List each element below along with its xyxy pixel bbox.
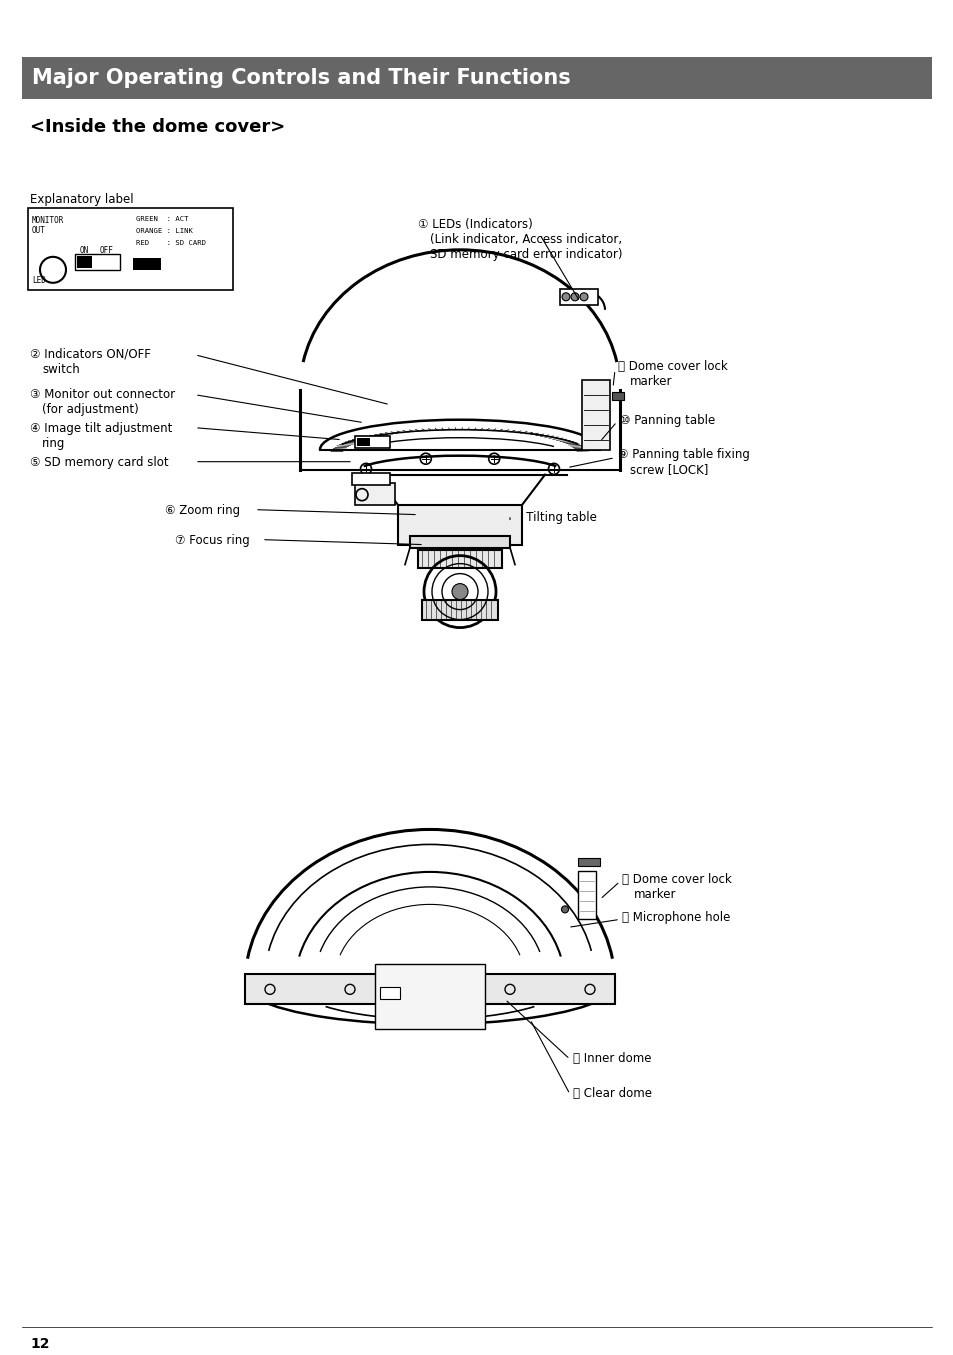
Text: ② Indicators ON/OFF: ② Indicators ON/OFF — [30, 348, 151, 360]
Bar — [375, 965, 484, 1030]
Text: ⑪ Dome cover lock: ⑪ Dome cover lock — [621, 874, 731, 886]
Text: ORANGE : LINK: ORANGE : LINK — [136, 228, 193, 234]
Text: Major Operating Controls and Their Functions: Major Operating Controls and Their Funct… — [32, 68, 570, 88]
Bar — [417, 550, 501, 568]
Text: SD memory card error indicator): SD memory card error indicator) — [430, 248, 622, 260]
Text: LED: LED — [32, 276, 46, 285]
Text: OUT: OUT — [32, 226, 46, 234]
Text: (Link indicator, Access indicator,: (Link indicator, Access indicator, — [430, 233, 621, 245]
Bar — [355, 436, 390, 447]
Text: ① LEDs (Indicators): ① LEDs (Indicators) — [417, 218, 532, 230]
Text: marker: marker — [634, 889, 676, 901]
Text: GREEN  : ACT: GREEN : ACT — [136, 215, 189, 222]
Text: ③ Monitor out connector: ③ Monitor out connector — [30, 388, 175, 401]
Text: ring: ring — [42, 436, 66, 450]
Text: ⑭ Clear dome: ⑭ Clear dome — [573, 1087, 651, 1100]
Text: ⑨ Panning table fixing: ⑨ Panning table fixing — [618, 447, 749, 461]
Text: ④ Image tilt adjustment: ④ Image tilt adjustment — [30, 421, 172, 435]
Bar — [397, 504, 521, 545]
Text: (for adjustment): (for adjustment) — [42, 402, 138, 416]
Bar — [578, 859, 599, 866]
Text: RED    : SD CARD: RED : SD CARD — [136, 240, 206, 245]
Bar — [612, 392, 623, 400]
Bar — [578, 871, 596, 920]
Bar — [356, 438, 370, 446]
Text: ⑫ Microphone hole: ⑫ Microphone hole — [621, 912, 730, 924]
Bar — [581, 379, 609, 450]
Text: marker: marker — [629, 375, 672, 388]
Bar — [352, 473, 390, 485]
Circle shape — [452, 584, 468, 600]
Text: ⑤ SD memory card slot: ⑤ SD memory card slot — [30, 455, 169, 469]
Text: ⑬ Inner dome: ⑬ Inner dome — [573, 1053, 651, 1065]
Circle shape — [561, 906, 568, 913]
Bar — [22, 57, 931, 99]
Text: screw [LOCK]: screw [LOCK] — [629, 462, 708, 476]
Bar — [77, 256, 91, 268]
Text: ⑧ Tilting table: ⑧ Tilting table — [512, 511, 597, 523]
Text: ⑥ Zoom ring: ⑥ Zoom ring — [165, 504, 240, 516]
Bar — [245, 974, 615, 1004]
Circle shape — [571, 293, 578, 301]
Text: switch: switch — [42, 363, 80, 375]
Bar — [421, 600, 497, 619]
Circle shape — [561, 293, 569, 301]
Text: OFF: OFF — [100, 245, 113, 255]
Text: N: N — [452, 558, 456, 564]
Text: ⑩ Panning table: ⑩ Panning table — [619, 413, 715, 427]
Text: Explanatory label: Explanatory label — [30, 192, 133, 206]
Bar — [379, 988, 399, 1000]
Bar — [28, 207, 233, 290]
Text: 12: 12 — [30, 1337, 50, 1351]
Bar — [355, 482, 395, 504]
Text: ⑪ Dome cover lock: ⑪ Dome cover lock — [618, 360, 727, 373]
Bar — [410, 535, 510, 547]
Text: MONITOR: MONITOR — [32, 215, 64, 225]
Text: ⑦ Focus ring: ⑦ Focus ring — [174, 534, 250, 546]
Text: ON: ON — [80, 245, 90, 255]
Circle shape — [579, 293, 587, 301]
Text: <Inside the dome cover>: <Inside the dome cover> — [30, 118, 285, 136]
Bar — [75, 253, 120, 270]
Bar — [132, 257, 161, 270]
Bar — [559, 289, 598, 305]
